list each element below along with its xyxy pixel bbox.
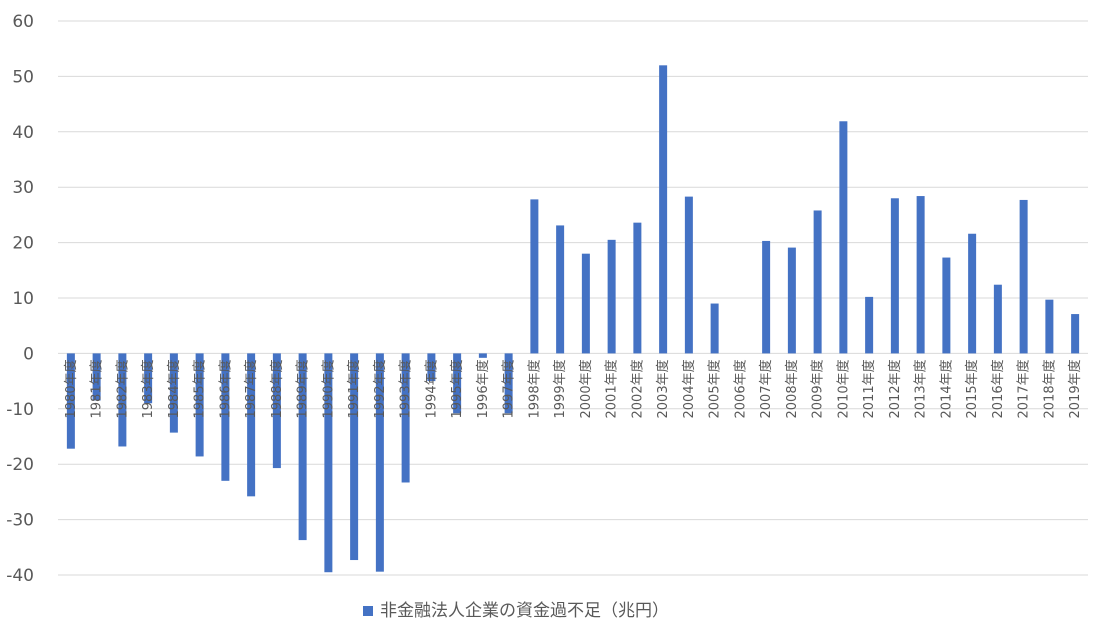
x-tick-label: 2014年度 bbox=[938, 359, 954, 418]
y-tick-label: 60 bbox=[12, 12, 34, 32]
bar bbox=[607, 239, 616, 354]
x-tick-label: 2015年度 bbox=[964, 359, 980, 418]
y-tick-label: 20 bbox=[12, 234, 34, 254]
x-tick-label: 1991年度 bbox=[346, 359, 362, 418]
y-tick-label: 0 bbox=[23, 344, 34, 364]
gridlines bbox=[58, 20, 1088, 576]
x-tick-label: 1997年度 bbox=[501, 359, 517, 418]
bar bbox=[865, 296, 874, 354]
x-tick-label: 2005年度 bbox=[707, 359, 723, 418]
bar bbox=[272, 353, 281, 469]
y-tick-label: 10 bbox=[12, 289, 34, 309]
x-tick-label: 1993年度 bbox=[398, 359, 414, 418]
bar bbox=[66, 353, 75, 449]
bar bbox=[92, 353, 101, 401]
bar bbox=[427, 353, 436, 382]
bar bbox=[556, 225, 565, 354]
x-tick-label: 2019年度 bbox=[1067, 359, 1083, 418]
x-tick-label: 2010年度 bbox=[835, 359, 851, 418]
x-tick-label: 1988年度 bbox=[269, 359, 285, 418]
x-tick-label: 2008年度 bbox=[784, 359, 800, 418]
bar bbox=[530, 199, 539, 354]
bar bbox=[375, 353, 384, 572]
bar bbox=[169, 353, 178, 433]
bar bbox=[659, 65, 668, 354]
x-tick-label: 1987年度 bbox=[243, 359, 259, 418]
legend-swatch bbox=[363, 606, 373, 616]
legend: 非金融法人企業の資金過不足（兆円） bbox=[363, 601, 669, 621]
bar bbox=[581, 253, 590, 354]
x-tick-label: 2011年度 bbox=[861, 359, 877, 418]
x-tick-label: 1999年度 bbox=[552, 359, 568, 418]
x-tick-label: 2006年度 bbox=[732, 359, 748, 418]
bar bbox=[787, 247, 796, 354]
x-axis-tick-labels: 1980年度 1981年度 1982年度 1983年度 1984年度 1985年度 1986… bbox=[63, 359, 1083, 418]
bar bbox=[993, 284, 1002, 354]
bar bbox=[710, 303, 719, 354]
x-tick-label: 2009年度 bbox=[810, 359, 826, 418]
x-tick-label: 1985年度 bbox=[192, 359, 208, 418]
bar bbox=[968, 233, 977, 354]
x-tick-label: 1986年度 bbox=[217, 359, 233, 418]
bar bbox=[890, 198, 899, 354]
y-tick-label: 40 bbox=[12, 123, 34, 143]
bar bbox=[478, 353, 487, 358]
bar bbox=[942, 257, 951, 354]
legend-label: 非金融法人企業の資金過不足（兆円） bbox=[380, 601, 669, 621]
x-tick-label: 1984年度 bbox=[166, 359, 182, 418]
bar bbox=[813, 210, 822, 354]
x-tick-label: 2001年度 bbox=[604, 359, 620, 418]
x-tick-label: 1980年度 bbox=[63, 359, 79, 418]
x-tick-label: 2004年度 bbox=[681, 359, 697, 418]
bar bbox=[298, 353, 307, 541]
bar bbox=[633, 222, 642, 354]
x-tick-label: 2013年度 bbox=[913, 359, 929, 418]
x-tick-label: 2018年度 bbox=[1041, 359, 1057, 418]
bar bbox=[839, 121, 848, 354]
y-tick-label: -20 bbox=[6, 455, 34, 475]
bar bbox=[324, 353, 333, 573]
x-tick-label: 1983年度 bbox=[140, 359, 156, 418]
x-tick-label: 2012年度 bbox=[887, 359, 903, 418]
x-tick-label: 2017年度 bbox=[1016, 359, 1032, 418]
bar bbox=[401, 353, 410, 483]
bar bbox=[684, 196, 693, 354]
bar bbox=[350, 353, 359, 561]
x-tick-label: 1998年度 bbox=[526, 359, 542, 418]
y-tick-label: -30 bbox=[6, 511, 34, 531]
x-tick-label: 1981年度 bbox=[89, 359, 105, 418]
bar bbox=[1071, 314, 1080, 354]
bar-series bbox=[66, 65, 1080, 573]
bar bbox=[195, 353, 204, 457]
x-tick-label: 1990年度 bbox=[320, 359, 336, 418]
y-tick-label: -40 bbox=[6, 566, 34, 586]
x-tick-label: 1989年度 bbox=[295, 359, 311, 418]
bar bbox=[247, 353, 256, 497]
bar bbox=[118, 353, 127, 447]
y-tick-label: 50 bbox=[12, 67, 34, 87]
bar bbox=[453, 353, 462, 414]
bar bbox=[144, 353, 153, 404]
x-tick-label: 2002年度 bbox=[629, 359, 645, 418]
x-tick-label: 2000年度 bbox=[578, 359, 594, 418]
y-axis-tick-labels: -40 -30 -20 -10 0 10 20 30 40 50 60 bbox=[6, 12, 34, 586]
x-tick-label: 1994年度 bbox=[423, 359, 439, 418]
bar bbox=[221, 353, 230, 481]
x-tick-label: 1995年度 bbox=[449, 359, 465, 418]
bar bbox=[504, 353, 513, 414]
x-tick-label: 1982年度 bbox=[114, 359, 130, 418]
x-tick-label: 2003年度 bbox=[655, 359, 671, 418]
bar bbox=[916, 196, 925, 354]
x-tick-label: 2016年度 bbox=[990, 359, 1006, 418]
y-tick-label: -10 bbox=[6, 400, 34, 420]
bar bbox=[1019, 199, 1028, 354]
bar bbox=[1045, 299, 1054, 354]
x-tick-label: 2007年度 bbox=[758, 359, 774, 418]
x-tick-label: 1996年度 bbox=[475, 359, 491, 418]
bar bbox=[762, 240, 771, 354]
x-tick-label: 1992年度 bbox=[372, 359, 388, 418]
y-tick-label: 30 bbox=[12, 178, 34, 198]
